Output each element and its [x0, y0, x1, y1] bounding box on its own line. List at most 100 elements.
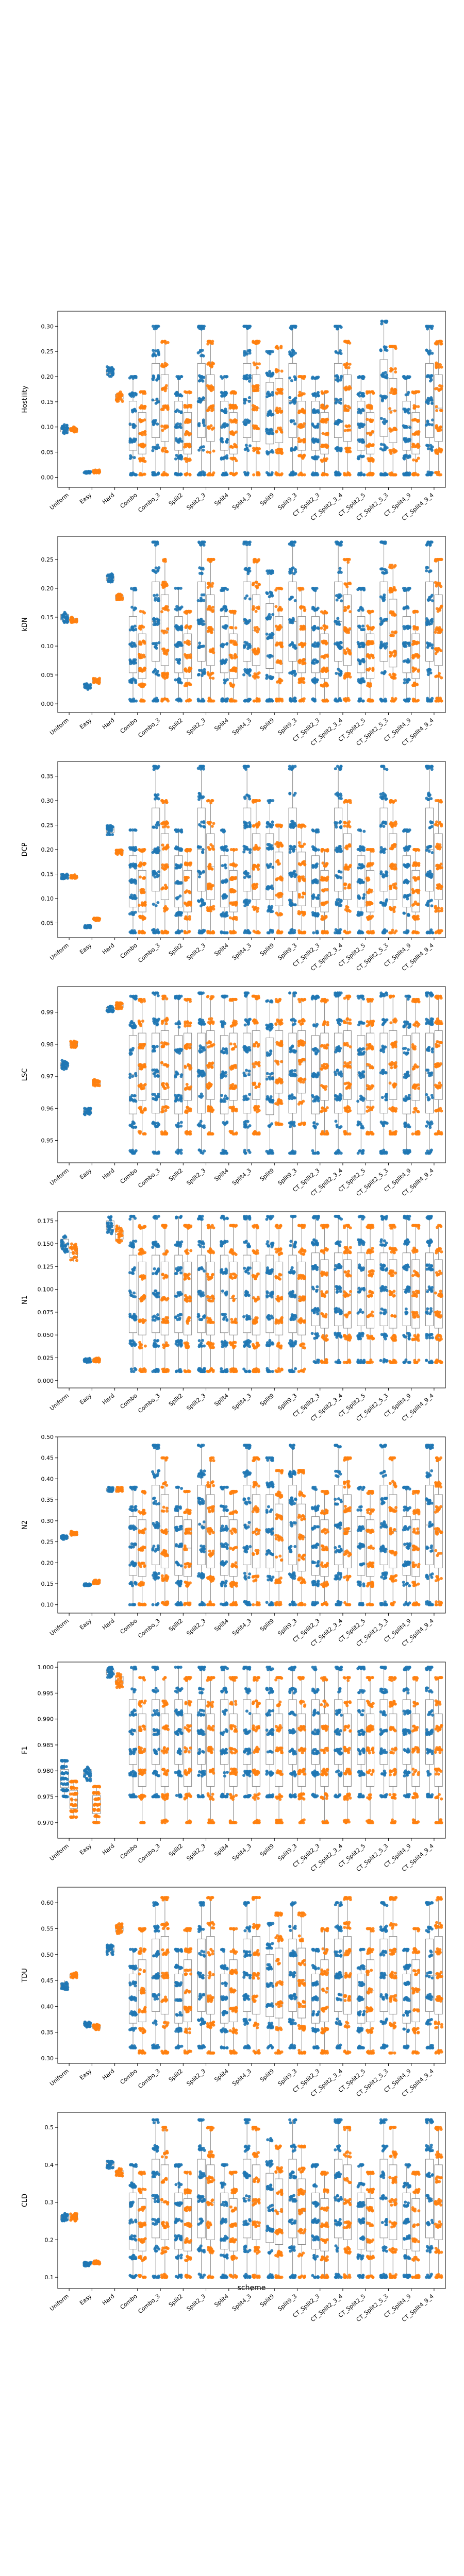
series-b-point [415, 683, 419, 687]
series-a-point [62, 620, 66, 623]
series-a-point [337, 571, 341, 574]
series-a-point [197, 423, 201, 427]
series-b-point [411, 390, 415, 394]
series-a-point [406, 393, 410, 396]
series-a-point [198, 669, 202, 672]
series-b-point [372, 392, 375, 395]
series-b-point [392, 613, 396, 616]
series-b-point [371, 640, 374, 643]
series-a-point [404, 606, 407, 609]
series-a-point [290, 325, 293, 328]
series-b-point [435, 409, 439, 412]
series-a-point [128, 642, 132, 646]
series-b-point [229, 626, 233, 630]
series-b-point [393, 631, 396, 635]
series-b-point [302, 662, 306, 665]
series-b-point [211, 608, 215, 612]
series-a-point [129, 848, 132, 851]
series-a-point [429, 699, 433, 703]
series-a-point [333, 325, 337, 328]
series-b-point [323, 472, 327, 476]
series-a-point [248, 348, 252, 352]
series-a-point [357, 408, 361, 411]
series-b-point [435, 366, 438, 369]
series-b-point [257, 427, 260, 431]
series-a-point [63, 876, 67, 879]
series-a-point [134, 375, 137, 379]
series-a-point [361, 455, 364, 459]
series-b-point [138, 473, 142, 477]
series-b-point [389, 450, 392, 454]
series-b-point [252, 386, 255, 390]
series-a-point [429, 540, 433, 544]
series-a-point [62, 426, 66, 429]
series-b-point [435, 405, 438, 409]
series-b-point [298, 661, 302, 665]
series-a-point [294, 472, 297, 476]
series-b-point [320, 610, 323, 614]
series-b-point [325, 653, 329, 657]
x-tick-label: Split9_3 [276, 492, 298, 511]
series-a-point [157, 673, 161, 677]
series-b-point [303, 440, 306, 444]
series-a-point [425, 569, 428, 572]
series-a-point [152, 446, 155, 449]
series-b-point [229, 472, 233, 476]
series-a-point [290, 354, 293, 358]
series-a-point [221, 409, 224, 413]
series-b-point [369, 433, 372, 436]
x-tick-label: Split9_3 [276, 717, 298, 736]
series-b-point [325, 431, 328, 435]
series-b-point [231, 457, 235, 461]
series-b-point [160, 698, 164, 701]
series-a-point [316, 645, 320, 648]
series-b-point [368, 444, 371, 447]
series-a-point [294, 447, 297, 451]
series-b-point [256, 586, 259, 589]
series-b-point [231, 473, 235, 477]
series-a-point [291, 642, 294, 646]
x-tick-label: Hard [101, 717, 116, 731]
series-b-point [255, 362, 259, 366]
series-b-point [229, 445, 233, 448]
series-b-point [278, 642, 282, 646]
series-b-point [140, 404, 143, 408]
series-a-point [248, 646, 252, 649]
series-b-point [115, 853, 119, 856]
series-b-point [345, 675, 349, 679]
series-a-point [106, 573, 110, 577]
series-a-point [268, 676, 271, 680]
series-b-point [388, 407, 392, 411]
series-a-point [152, 352, 156, 355]
series-a-point [430, 449, 434, 452]
series-b-point [435, 607, 439, 611]
series-b-point [235, 405, 238, 409]
series-a-point [270, 413, 273, 416]
series-b-point [160, 425, 164, 428]
series-b-point [255, 471, 259, 474]
series-a-point [200, 599, 203, 602]
series-a-point [288, 571, 292, 575]
series-b-point [185, 682, 189, 685]
series-b-point [234, 626, 238, 630]
series-b-point [393, 409, 396, 413]
series-a-point [427, 599, 430, 602]
series-a-point [224, 411, 228, 415]
series-a-point [265, 673, 269, 677]
series-a-point [335, 350, 338, 354]
series-b-point [232, 666, 236, 670]
series-b-point [186, 420, 189, 424]
series-b-point [436, 697, 439, 700]
series-a-point [202, 473, 206, 477]
series-b-point [142, 876, 146, 879]
series-a-point [133, 606, 137, 610]
series-b-point [417, 430, 421, 434]
series-a-point [63, 429, 67, 433]
series-b-point [164, 384, 168, 387]
series-b-point [166, 341, 170, 344]
series-a-point [128, 393, 131, 396]
series-b-point [231, 669, 235, 672]
series-a-point [220, 391, 223, 394]
series-b-point [415, 459, 418, 463]
series-a-point [248, 597, 252, 601]
